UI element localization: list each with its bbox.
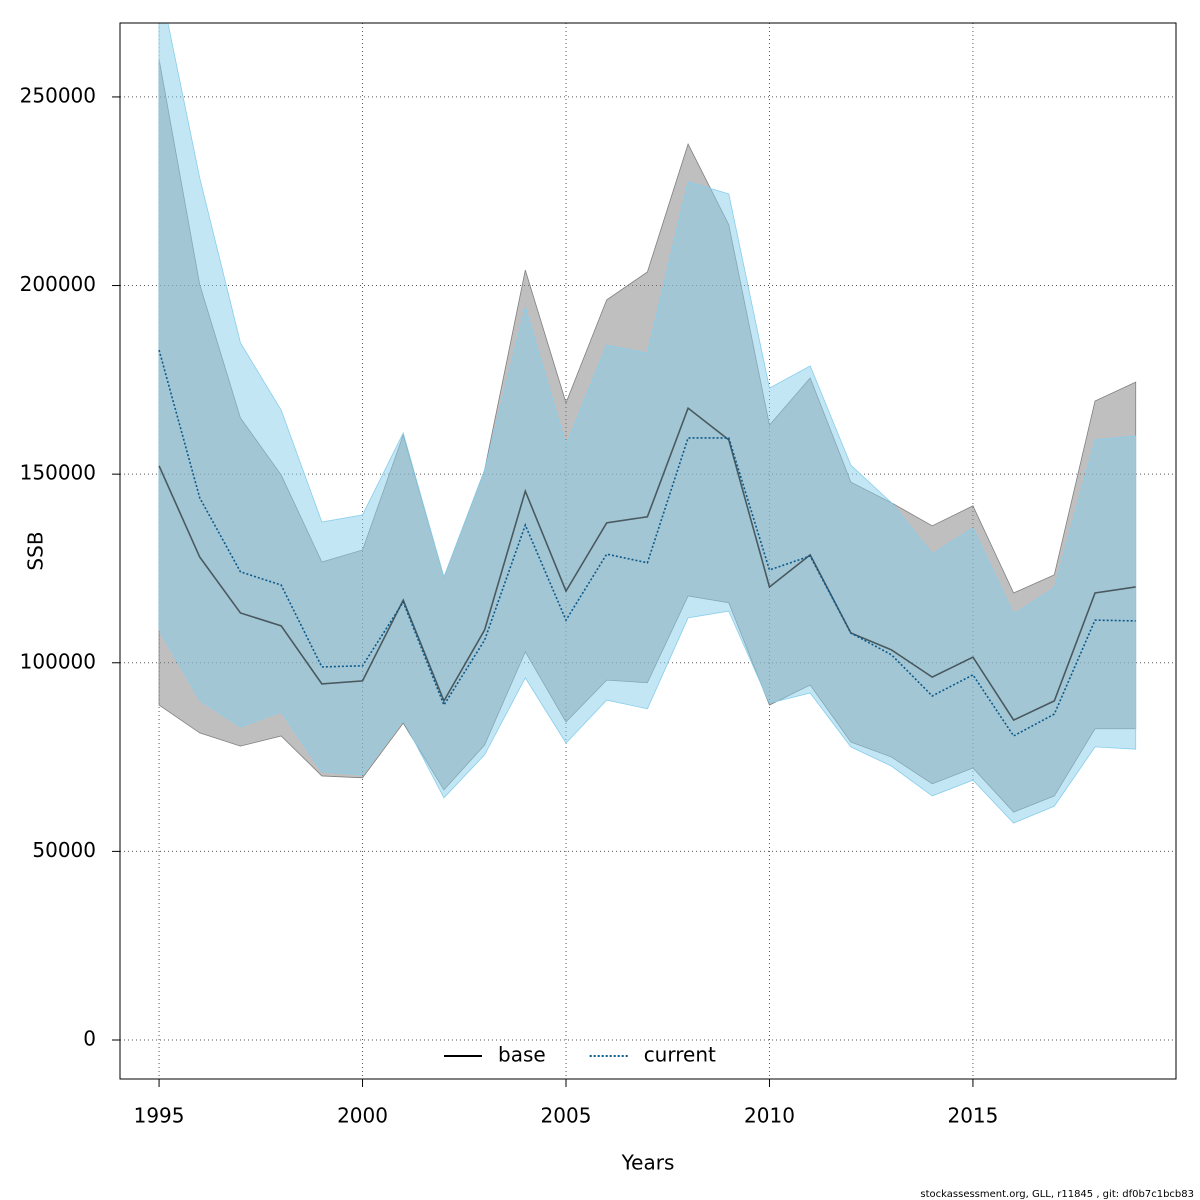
y-tick-label: 250000 xyxy=(20,83,96,107)
series-line xyxy=(158,349,1136,738)
bands xyxy=(158,23,1137,824)
x-tick-label: 2015 xyxy=(947,1104,998,1128)
x-tick-label: 1995 xyxy=(134,1104,185,1128)
confidence-band xyxy=(158,23,1137,824)
lines xyxy=(158,349,1136,738)
y-tick-label: 0 xyxy=(83,1026,96,1050)
y-axis-label: SSB xyxy=(24,531,48,570)
legend-label: base xyxy=(498,1043,546,1067)
plot-frame xyxy=(119,22,1177,1080)
y-tick-label: 50000 xyxy=(32,838,96,862)
legend-label: current xyxy=(644,1043,716,1067)
x-tick-label: 2010 xyxy=(744,1104,795,1128)
series-line xyxy=(158,406,1136,722)
x-tick-label: 2000 xyxy=(337,1104,388,1128)
y-tick-label: 150000 xyxy=(20,461,96,485)
footnote: stockassessment.org, GLL, r11845 , git: … xyxy=(920,1189,1194,1200)
y-tick-label: 200000 xyxy=(20,272,96,296)
x-tick-label: 2005 xyxy=(541,1104,592,1128)
y-tick-label: 100000 xyxy=(20,649,96,673)
x-axis-label: Years xyxy=(621,1151,675,1175)
